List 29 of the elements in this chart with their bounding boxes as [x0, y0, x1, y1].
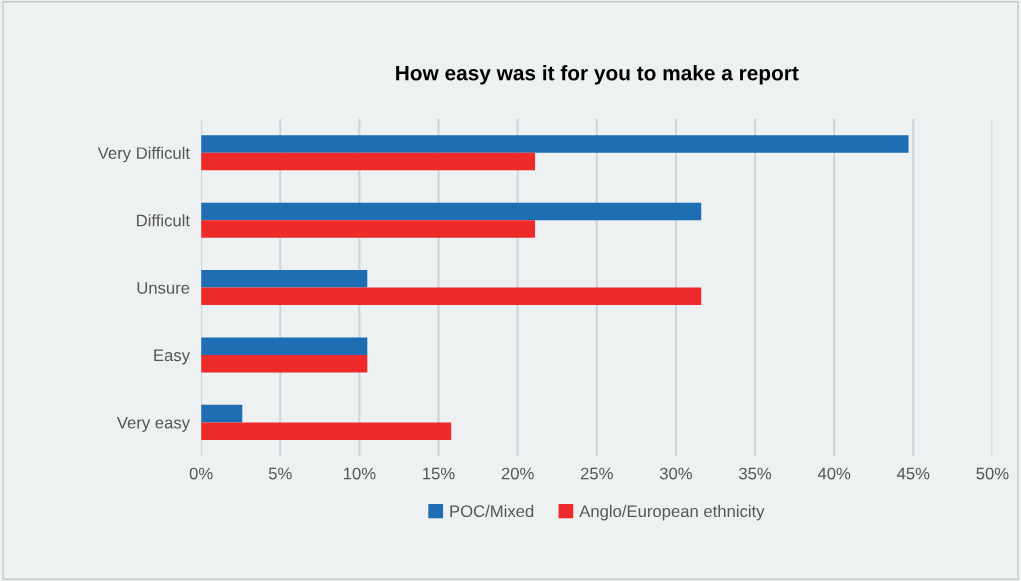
y-tick-label: Very easy	[116, 416, 190, 432]
x-tick-label: 5%	[268, 467, 292, 480]
x-tick-label: 40%	[817, 467, 851, 480]
y-tick-label: Difficult	[137, 214, 190, 227]
bar	[201, 287, 702, 306]
bar	[201, 337, 368, 355]
y-tick-label: Easy	[154, 349, 190, 365]
bar	[201, 202, 702, 221]
y-tick-label: Very Difficult	[97, 146, 190, 163]
x-tick-label: 30%	[659, 467, 692, 480]
bar	[201, 270, 368, 288]
bar	[201, 422, 452, 440]
x-tick-label: 25%	[580, 467, 613, 480]
x-tick-label: 20%	[501, 467, 534, 480]
x-tick-label: 15%	[423, 467, 455, 480]
bar	[201, 220, 536, 238]
y-tick-label: Unsure	[137, 282, 190, 294]
bar	[201, 135, 909, 153]
x-tick-label: 35%	[738, 467, 772, 480]
bar	[201, 354, 368, 373]
x-tick-label: 10%	[343, 467, 376, 480]
x-tick-label: 45%	[896, 467, 930, 480]
bar	[201, 152, 536, 171]
chart-title: How easy was it for you to make a report	[396, 65, 799, 85]
x-tick-label: 0%	[189, 467, 213, 480]
x-tick-label: 50%	[976, 467, 1009, 480]
legend-label: POC/Mixed	[450, 504, 534, 518]
bar	[201, 404, 243, 423]
legend-label: Anglo/European ethnicity	[579, 504, 765, 521]
